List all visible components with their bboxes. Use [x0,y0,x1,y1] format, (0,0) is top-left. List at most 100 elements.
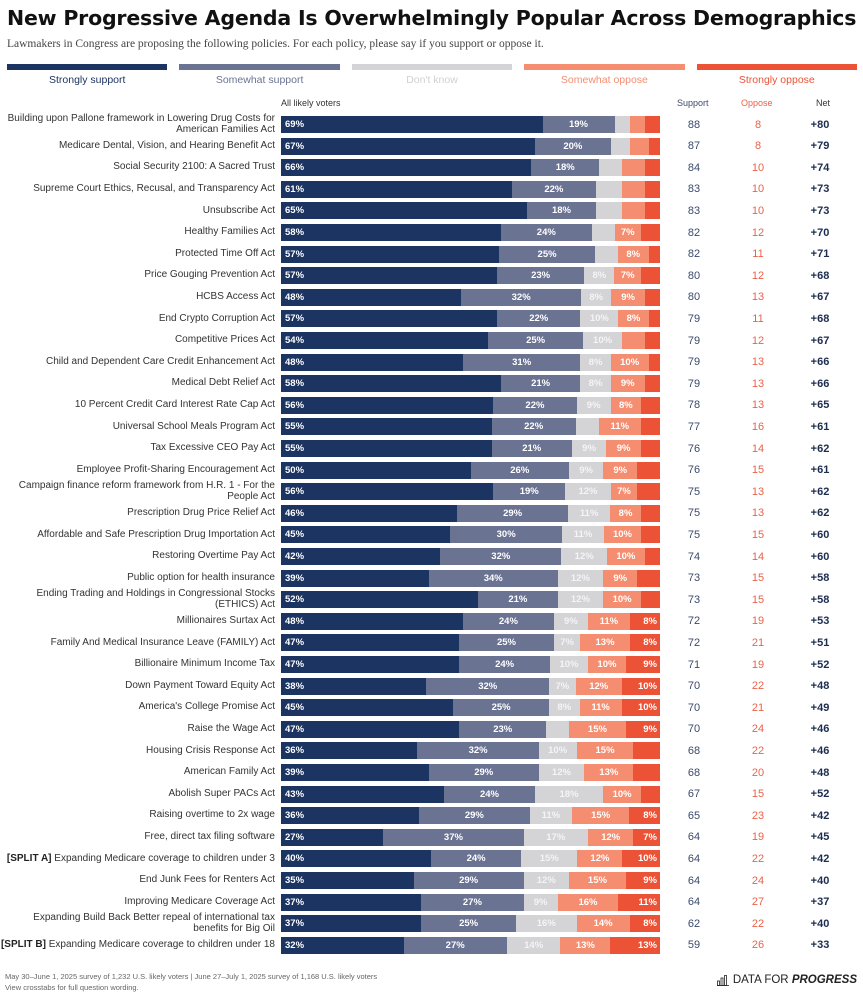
data-label: 8% [643,637,657,649]
data-label: 24% [536,227,556,238]
row-label: Abolish Super PACs Act [168,787,275,799]
bar-segment-strongly-support: 45% [281,526,450,544]
bar-segment-strongly-oppose [644,288,660,306]
data-label: 24% [479,788,499,800]
legend-item-strongly-support: Strongly support [7,64,168,86]
data-label: 61% [285,183,305,195]
net-value: +70 [810,226,830,239]
row-label: Tax Excessive CEO Pay Act [150,442,276,454]
bar-segment-don-t-know: 14% [506,936,561,954]
bar-segment-don-t-know: 11% [529,807,572,825]
net-value: +80 [810,118,830,131]
legend-label: Strongly oppose [738,74,815,86]
bar-segment-strongly-support: 37% [281,915,422,933]
support-value: 84 [687,161,701,174]
bar-segment-somewhat-support: 22% [512,180,596,198]
bar-segment-strongly-support: 55% [281,418,492,436]
support-value: 64 [687,874,701,887]
data-label: 9% [582,443,597,454]
chart-row: Social Security 2100: A Sacred Trust 66% 1… [0,158,863,177]
stacked-bar: 48% 31% 8% 10% [281,353,660,371]
oppose-value: 10 [751,204,765,217]
net-value: +61 [810,420,830,433]
support-value: 82 [687,226,701,239]
bar-segment-strongly-oppose: 8% [629,612,660,630]
bar-segment-somewhat-support: 34% [428,569,558,587]
stacked-bar: 57% 22% 10% 8% [281,310,660,328]
stacked-bar: 39% 29% 12% 13% [281,764,660,781]
data-label: 9% [579,464,593,476]
stacked-bar: 50% 26% 9% 9% [281,461,660,479]
net-value: +79 [810,140,830,153]
data-label: 10% [637,853,657,865]
bar-segment-somewhat-support: 29% [457,504,569,522]
oppose-value: 26 [751,939,765,952]
row-label: Expanding Build Back Better repeal of in… [33,912,275,934]
support-value: 74 [687,550,701,563]
bar-segment-somewhat-oppose: 16% [557,893,619,911]
support-value: 79 [687,356,701,369]
data-label: 47% [285,659,305,670]
bar-segment-strongly-support: 35% [281,872,414,889]
data-label: 7% [643,831,657,843]
bar-segment-somewhat-oppose [629,116,645,133]
data-label: 9% [613,572,628,584]
data-label: 39% [285,572,305,584]
data-label: 8% [619,399,633,411]
row-label: Improving Medicare Coverage Act [124,895,275,907]
data-label: 10% [612,594,632,606]
oppose-value: 15 [751,593,765,606]
stacked-bar: 56% 19% 12% 7% [281,483,660,501]
oppose-value: 19 [751,615,765,628]
data-label: 9% [620,378,635,390]
data-label: 27% [285,831,305,843]
bar-segment-don-t-know: 10% [580,310,619,328]
oppose-value: 13 [751,356,765,369]
stacked-bar: 58% 24% 7% [281,224,660,241]
row-label: Social Security 2100: A Sacred Trust [113,161,275,173]
net-value: +61 [810,464,830,477]
data-label: 22% [524,421,544,433]
data-label: 19% [519,486,539,498]
data-label: 10% [593,335,613,346]
data-label: 10% [548,745,568,757]
oppose-value: 12 [751,334,765,347]
bar-segment-strongly-oppose: 10% [622,850,660,868]
data-label: 10% [612,788,632,800]
bar-segment-strongly-support: 57% [281,310,498,328]
oppose-value: 13 [751,507,765,520]
support-value: 72 [687,636,701,649]
data-label: 23% [493,723,513,735]
data-label: 21% [508,594,528,606]
net-value: +62 [810,485,830,498]
bar-segment-strongly-oppose: 9% [625,720,660,738]
logo-text: DATA FOR PROGRESS [733,974,857,986]
bar-segment-don-t-know: 8% [584,267,615,285]
bar-segment-strongly-oppose [641,224,660,241]
net-value: +40 [810,874,830,887]
data-label: 8% [592,270,607,282]
bar-segment-somewhat-support: 27% [403,936,507,954]
row-label: Medicare Dental, Vision, and Hearing Ben… [58,139,275,151]
row-label: Billionaire Minimum Income Tax [134,658,275,670]
bar-segment-strongly-support: 36% [281,807,419,825]
bar-segment-don-t-know: 11% [562,526,604,544]
bar-segment-strongly-support: 55% [281,440,492,457]
support-value: 75 [687,528,701,541]
bar-segment-somewhat-support: 18% [531,159,600,177]
stacked-bar: 61% 22% [281,180,660,198]
support-value: 80 [687,269,701,282]
oppose-value: 22 [751,852,765,865]
data-label: 15% [587,875,607,886]
data-label: 69% [285,119,305,130]
chart-row: Improving Medicare Coverage Act 37% 27% 9% 1… [0,893,863,912]
row-label: Raise the Wage Act [187,723,275,735]
stacked-bar: 47% 23% 15% 9% [281,720,660,738]
oppose-value: 13 [751,291,765,304]
data-label: 32% [511,291,531,303]
data-label: 52% [285,594,305,606]
legend-item-somewhat-support: Somewhat support [179,64,340,86]
data-label: 8% [557,702,572,714]
bar-segment-somewhat-support: 19% [542,116,615,133]
data-label: 47% [285,723,305,735]
